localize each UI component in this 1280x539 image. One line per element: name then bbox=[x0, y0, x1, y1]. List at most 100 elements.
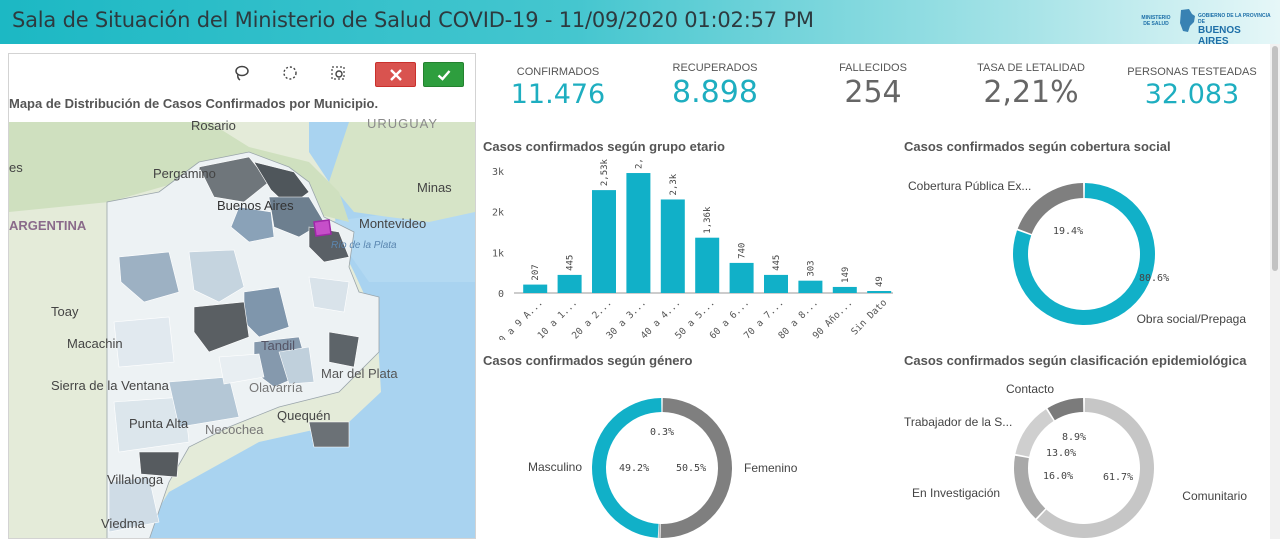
map-title: Mapa de Distribución de Casos Confirmado… bbox=[9, 96, 379, 111]
bar-value-label: 445 bbox=[772, 255, 782, 271]
y-tick-label: 2k bbox=[492, 208, 504, 219]
map-label-villalonga: Villalonga bbox=[107, 472, 164, 487]
confirm-selection-button[interactable] bbox=[423, 62, 464, 87]
y-tick-label: 0 bbox=[498, 289, 504, 300]
slice-category-label: Obra social/Prepaga bbox=[1137, 312, 1247, 326]
slice-pct-label: 80.6% bbox=[1139, 273, 1169, 284]
donut-slice[interactable] bbox=[1014, 455, 1046, 519]
slice-pct-label: 8.9% bbox=[1062, 432, 1086, 443]
map-label-partial: es bbox=[9, 160, 23, 175]
slice-pct-label: 50.5% bbox=[676, 463, 706, 474]
map-label-pergamino: Pergamino bbox=[153, 166, 216, 181]
kpi-confirmados-value: 11.476 bbox=[510, 79, 606, 110]
scrollbar-thumb[interactable] bbox=[1272, 46, 1278, 271]
slice-category-label: Cobertura Pública Ex... bbox=[908, 179, 1031, 193]
map-label-rosario: Rosario bbox=[191, 118, 236, 133]
map-label-mar-del-plata: Mar del Plata bbox=[321, 366, 398, 381]
map-label-necochea: Necochea bbox=[205, 422, 264, 437]
page-title: Sala de Situación del Ministerio de Salu… bbox=[12, 8, 814, 32]
map-label-argentina: ARGENTINA bbox=[9, 218, 87, 233]
coverage-chart-title: Casos confirmados según cobertura social bbox=[904, 139, 1171, 154]
slice-pct-label: 61.7% bbox=[1103, 472, 1133, 483]
slice-category-label: Masculino bbox=[528, 460, 582, 474]
bar-value-label: 2,53k bbox=[600, 158, 610, 186]
kpi-recuperados: RECUPERADOS 8.898 bbox=[660, 62, 770, 110]
slice-category-label: Femenino bbox=[744, 461, 798, 475]
y-tick-label: 1k bbox=[492, 248, 504, 259]
bar[interactable] bbox=[592, 190, 616, 293]
bar-value-label: 207 bbox=[531, 264, 541, 280]
bar-value-label: 49 bbox=[875, 276, 885, 287]
selection-toolbar bbox=[9, 54, 475, 92]
gender-chart-title: Casos confirmados según género bbox=[483, 353, 693, 368]
map-label-tandil: Tandil bbox=[261, 338, 295, 353]
slice-pct-label: 13.0% bbox=[1046, 448, 1076, 459]
page-scrollbar[interactable] bbox=[1270, 44, 1280, 539]
donut-slice[interactable] bbox=[1017, 183, 1084, 235]
bar-value-label: 445 bbox=[566, 255, 576, 271]
y-tick-label: 3k bbox=[492, 167, 504, 178]
choropleth-map[interactable]: Rosario URUGUAY Pergamino Buenos Aires M… bbox=[9, 116, 475, 539]
donut-slice[interactable] bbox=[660, 398, 733, 538]
donut-slice[interactable] bbox=[658, 523, 661, 538]
province-map-icon bbox=[1180, 9, 1195, 32]
donut-slice[interactable] bbox=[1047, 398, 1084, 421]
circle-select-icon[interactable] bbox=[281, 64, 299, 82]
gender-donut-chart[interactable]: 50.5% 0.3% 49.2% Femenino Masculino bbox=[478, 374, 878, 539]
lasso-icon[interactable] bbox=[233, 64, 251, 82]
slice-category-label: Comunitario bbox=[1182, 489, 1247, 503]
epi-chart-title: Casos confirmados según clasificación ep… bbox=[904, 353, 1247, 368]
map-panel: Mapa de Distribución de Casos Confirmado… bbox=[8, 53, 476, 539]
slice-pct-label: 0.3% bbox=[650, 427, 674, 438]
kpi-tasa-letalidad-label: TASA DE LETALIDAD bbox=[977, 62, 1085, 74]
bar[interactable] bbox=[832, 286, 857, 293]
bar-value-label: 303 bbox=[806, 260, 816, 276]
bar[interactable] bbox=[729, 262, 754, 293]
slice-pct-label: 49.2% bbox=[619, 463, 649, 474]
slice-category-label: Contacto bbox=[1006, 382, 1054, 396]
bar[interactable] bbox=[695, 237, 720, 293]
map-label-buenos-aires: Buenos Aires bbox=[217, 198, 294, 213]
bar-value-label: 740 bbox=[738, 243, 748, 259]
bar-value-label: 2,95k bbox=[634, 158, 644, 169]
check-icon bbox=[437, 70, 451, 81]
bar-value-label: 149 bbox=[841, 267, 851, 283]
bar[interactable] bbox=[523, 284, 548, 293]
kpi-tasa-letalidad: TASA DE LETALIDAD 2,21% bbox=[973, 62, 1089, 110]
slice-category-label: Trabajador de la S... bbox=[904, 415, 1012, 429]
slice-pct-label: 16.0% bbox=[1043, 471, 1073, 482]
map-label-montevideo: Montevideo bbox=[359, 216, 427, 231]
donut-slice[interactable] bbox=[1036, 398, 1154, 538]
kpi-recuperados-value: 8.898 bbox=[672, 75, 758, 110]
x-tick-label: Sin Dato bbox=[849, 297, 889, 337]
donut-slice[interactable] bbox=[592, 398, 662, 538]
map-canvas[interactable] bbox=[9, 122, 475, 539]
zoom-select-icon[interactable] bbox=[329, 64, 347, 82]
kpi-personas-testeadas: PERSONAS TESTEADAS 32.083 bbox=[1127, 66, 1257, 110]
coverage-donut-chart[interactable]: 80.6% 19.4% Obra social/Prepaga Cobertura P… bbox=[898, 160, 1260, 340]
kpi-confirmados: CONFIRMADOS 11.476 bbox=[508, 66, 608, 110]
kpi-recuperados-label: RECUPERADOS bbox=[672, 62, 758, 74]
ministry-logo: MINISTERIO DE SALUD GOBIERNO DE LA PROVIN… bbox=[1132, 6, 1272, 47]
epi-donut-chart[interactable]: 61.7% 16.0% 13.0% 8.9% Comunitario En Investi… bbox=[898, 374, 1260, 539]
map-label-viedma: Viedma bbox=[101, 516, 145, 531]
bar[interactable] bbox=[798, 280, 823, 293]
kpi-personas-testeadas-value: 32.083 bbox=[1144, 79, 1240, 110]
bar[interactable] bbox=[764, 274, 788, 293]
kpi-confirmados-label: CONFIRMADOS bbox=[516, 66, 600, 78]
donut-slice[interactable] bbox=[1015, 409, 1054, 457]
logo-ministerio-text: MINISTERIO DE SALUD bbox=[1141, 15, 1171, 27]
slice-category-label: En Investigación bbox=[912, 486, 1000, 500]
map-label-rio-de-la-plata: Río de la Plata bbox=[331, 240, 397, 251]
bar[interactable] bbox=[660, 199, 685, 293]
bar[interactable] bbox=[557, 274, 582, 293]
map-label-uruguay: URUGUAY bbox=[367, 116, 439, 131]
cancel-selection-button[interactable] bbox=[375, 62, 416, 87]
map-label-quequen: Quequén bbox=[277, 408, 331, 423]
bar[interactable] bbox=[867, 291, 892, 293]
age-chart-title: Casos confirmados según grupo etario bbox=[483, 139, 725, 154]
bar-value-label: 2,3k bbox=[669, 173, 679, 195]
bar[interactable] bbox=[626, 173, 651, 293]
map-label-sierra-de-la-ventana: Sierra de la Ventana bbox=[51, 378, 169, 393]
